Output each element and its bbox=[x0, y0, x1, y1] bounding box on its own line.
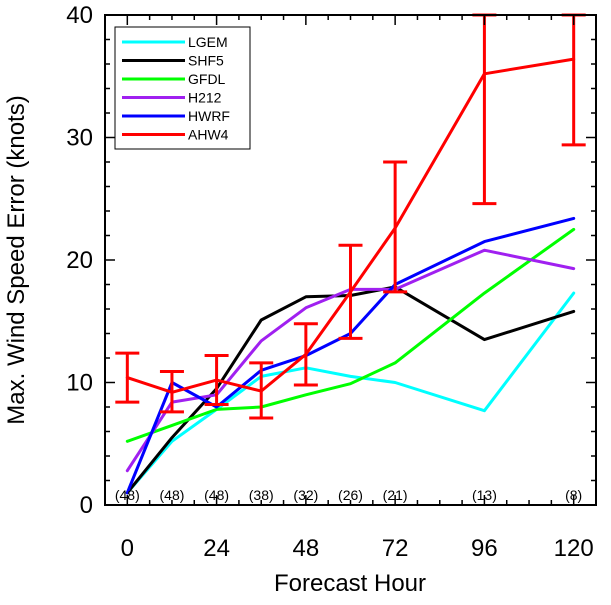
y-tick-label: 30 bbox=[66, 125, 93, 152]
y-tick-label: 0 bbox=[80, 492, 93, 519]
x-tick-label: 48 bbox=[293, 535, 320, 562]
sample-count-label: (8) bbox=[565, 487, 582, 503]
legend-label: LGEM bbox=[188, 34, 228, 50]
sample-count-label: (32) bbox=[293, 487, 318, 503]
legend-label: AHW4 bbox=[188, 127, 229, 143]
legend-label: H212 bbox=[188, 90, 222, 106]
x-tick-label: 0 bbox=[121, 535, 134, 562]
error-bar bbox=[159, 369, 184, 414]
sample-counts: (48) (48) (48) (38) (32) (26) (21) (13) (8) bbox=[115, 487, 582, 503]
legend-item: LGEM bbox=[122, 34, 228, 50]
x-axis-label: Forecast Hour bbox=[274, 570, 426, 597]
error-bar bbox=[338, 243, 363, 340]
series-line-gfdl bbox=[125, 227, 576, 443]
sample-count-label: (48) bbox=[115, 487, 140, 503]
legend-label: GFDL bbox=[188, 71, 226, 87]
y-tick-label: 20 bbox=[66, 247, 93, 274]
legend-item: H212 bbox=[122, 90, 222, 106]
legend-label: HWRF bbox=[188, 108, 230, 124]
legend-item: SHF5 bbox=[122, 53, 224, 69]
error-bar bbox=[293, 322, 318, 387]
sample-count-label: (21) bbox=[383, 487, 408, 503]
series-line-h212 bbox=[125, 248, 576, 473]
legend-item: HWRF bbox=[122, 108, 230, 124]
legend-box bbox=[114, 26, 251, 150]
error-bar bbox=[561, 13, 586, 147]
sample-count-label: (48) bbox=[204, 487, 229, 503]
error-bar bbox=[383, 160, 408, 294]
x-tick-label: 120 bbox=[554, 535, 594, 562]
axis-ticks: 0 10 20 30 40 0 24 48 72 96 120 bbox=[66, 2, 596, 562]
error-bar bbox=[204, 354, 229, 407]
y-tick-label: 40 bbox=[66, 2, 93, 29]
legend-item: GFDL bbox=[122, 71, 226, 87]
error-bar bbox=[249, 361, 274, 420]
sample-count-label: (38) bbox=[249, 487, 274, 503]
legend-item: AHW4 bbox=[122, 127, 229, 143]
x-tick-label: 72 bbox=[382, 535, 409, 562]
x-tick-label: 96 bbox=[471, 535, 498, 562]
legend-label: SHF5 bbox=[188, 53, 224, 69]
y-axis-label: Max. Wind Speed Error (knots) bbox=[3, 95, 30, 424]
y-tick-label: 10 bbox=[66, 370, 93, 397]
x-tick-label: 24 bbox=[203, 535, 230, 562]
legend: LGEM SHF5 GFDL H212 HWRF AHW4 bbox=[114, 26, 251, 150]
sample-count-label: (48) bbox=[160, 487, 185, 503]
sample-count-label: (13) bbox=[472, 487, 497, 503]
error-bars bbox=[115, 13, 586, 420]
error-bar bbox=[115, 351, 140, 404]
error-bar bbox=[472, 13, 497, 206]
sample-count-label: (26) bbox=[338, 487, 363, 503]
